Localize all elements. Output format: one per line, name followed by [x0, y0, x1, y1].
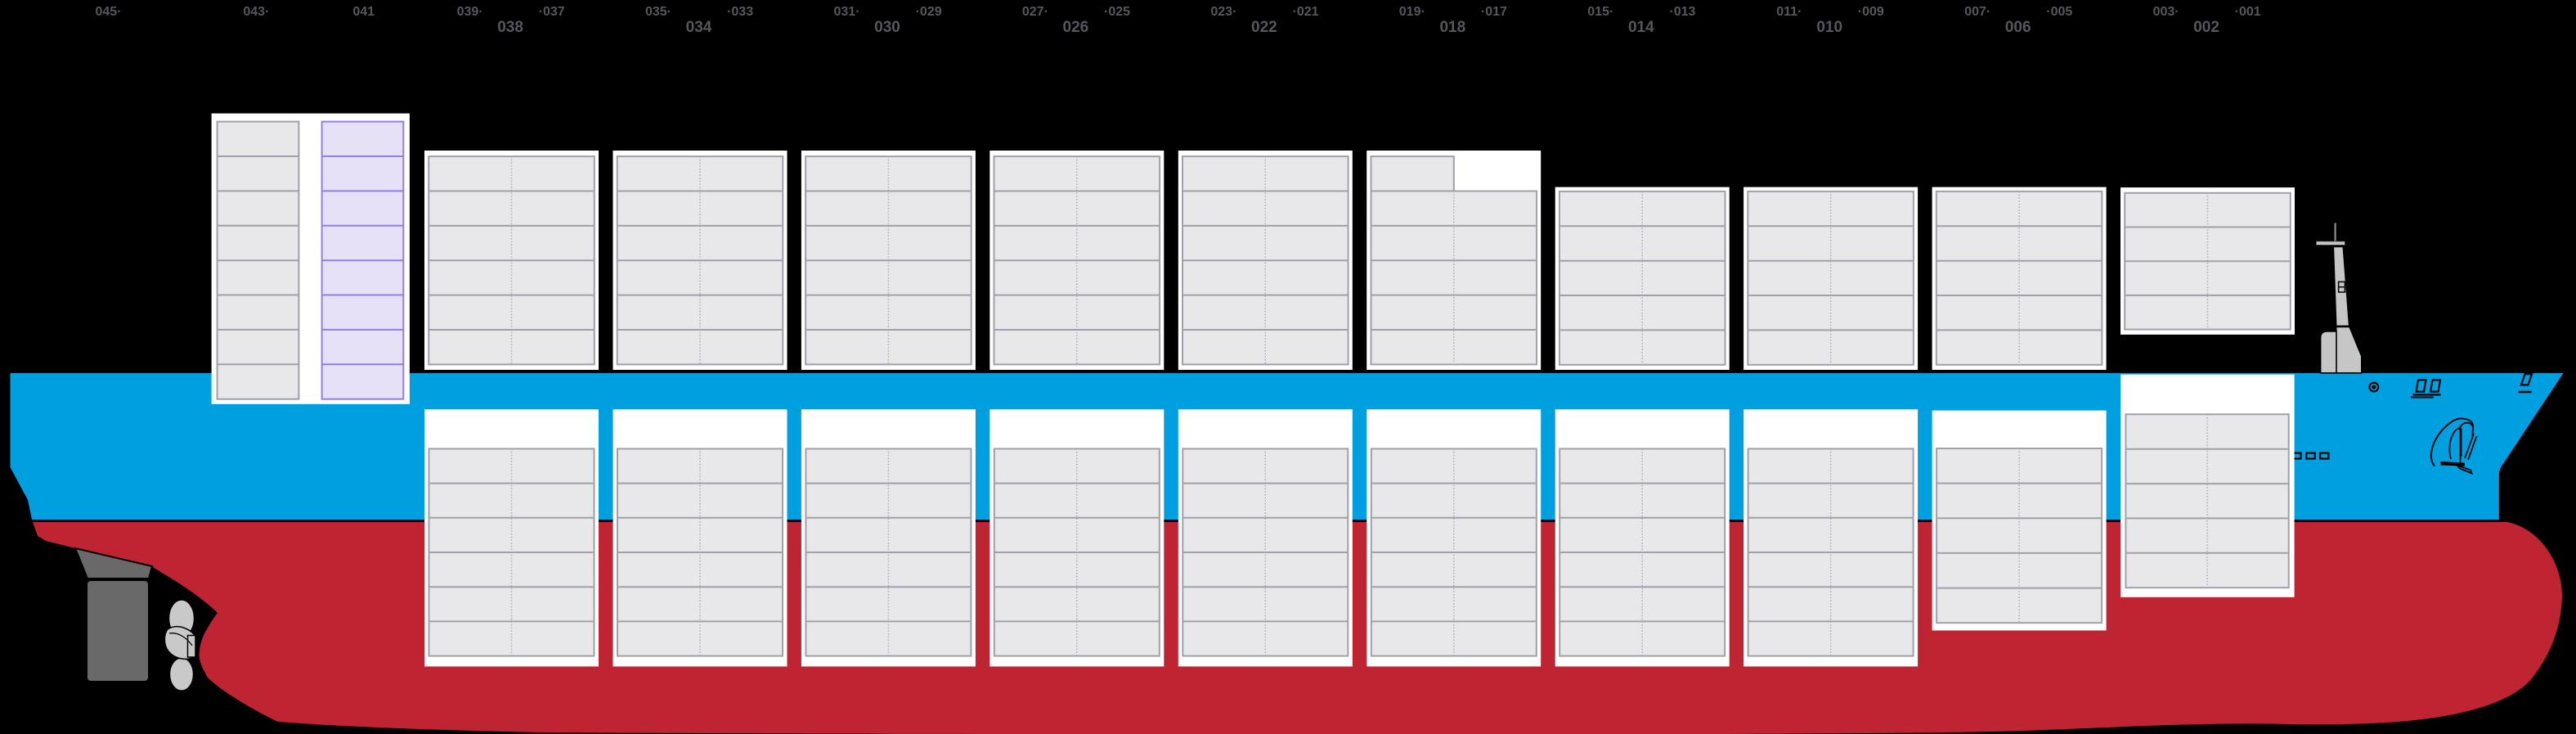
svg-text:034: 034 — [686, 19, 712, 36]
svg-text:026: 026 — [1063, 19, 1089, 36]
svg-text:045·: 045· — [95, 5, 121, 19]
svg-text:019·: 019· — [1399, 5, 1425, 19]
svg-text:014: 014 — [1628, 19, 1654, 36]
svg-text:043·: 043· — [243, 5, 269, 19]
svg-text:·021: ·021 — [1292, 5, 1318, 19]
svg-text:035·: 035· — [645, 5, 671, 19]
svg-text:027·: 027· — [1022, 5, 1048, 19]
svg-text:·009: ·009 — [1858, 5, 1884, 19]
svg-text:·033: ·033 — [727, 5, 753, 19]
svg-text:·029: ·029 — [916, 5, 942, 19]
svg-text:011·: 011· — [1776, 5, 1802, 19]
svg-text:039·: 039· — [457, 5, 483, 19]
svg-text:041: 041 — [352, 5, 375, 19]
svg-text:·017: ·017 — [1481, 5, 1507, 19]
svg-text:010: 010 — [1816, 19, 1842, 36]
svg-text:006: 006 — [2005, 19, 2031, 36]
svg-text:015·: 015· — [1587, 5, 1613, 19]
svg-text:002: 002 — [2193, 19, 2219, 36]
svg-text:031·: 031· — [833, 5, 859, 19]
svg-text:·005: ·005 — [2046, 5, 2072, 19]
svg-text:003·: 003· — [2153, 5, 2179, 19]
svg-text:018: 018 — [1439, 19, 1465, 36]
svg-text:030: 030 — [874, 19, 900, 36]
svg-text:038: 038 — [497, 19, 523, 36]
svg-text:023·: 023· — [1210, 5, 1236, 19]
svg-text:·037: ·037 — [539, 5, 565, 19]
svg-text:007·: 007· — [1964, 5, 1990, 19]
svg-text:·013: ·013 — [1669, 5, 1695, 19]
svg-text:·001: ·001 — [2235, 5, 2261, 19]
svg-text:·025: ·025 — [1104, 5, 1130, 19]
svg-text:022: 022 — [1251, 19, 1277, 36]
